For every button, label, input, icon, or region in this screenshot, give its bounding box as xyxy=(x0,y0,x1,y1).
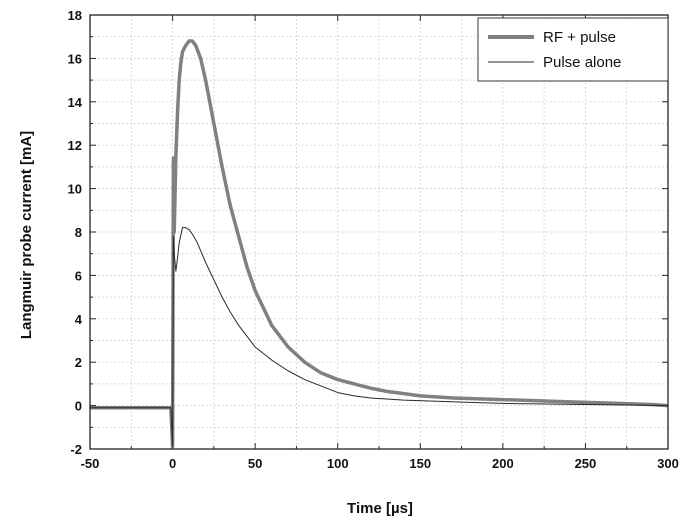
y-tick-label: 12 xyxy=(68,138,82,153)
y-tick-label: 14 xyxy=(68,95,83,110)
x-tick-label: 200 xyxy=(492,456,514,471)
y-tick-label: 0 xyxy=(75,399,82,414)
legend-label-rf-pulse: RF + pulse xyxy=(543,29,616,46)
x-tick-label: 250 xyxy=(575,456,597,471)
y-tick-label: 8 xyxy=(75,225,82,240)
y-axis-title: Langmuir probe current [mA] xyxy=(18,131,35,339)
x-tick-label: 0 xyxy=(169,456,176,471)
x-tick-label: 150 xyxy=(409,456,431,471)
series-line-rf-pulse xyxy=(90,39,669,449)
y-tick-label: 10 xyxy=(68,182,82,197)
plot-frame xyxy=(89,14,669,450)
y-tick-label: 2 xyxy=(75,355,82,370)
grid xyxy=(90,15,668,449)
y-tick-label: 6 xyxy=(75,268,82,283)
x-tick-label: 300 xyxy=(657,456,679,471)
y-tick-labels: -2 0 2 4 6 8 10 12 14 16 18 xyxy=(68,8,83,457)
legend: RF + pulse Pulse alone xyxy=(477,17,669,82)
plot-series xyxy=(90,39,669,449)
x-axis-title: Time [µs] xyxy=(347,500,413,517)
y-tick-label: -2 xyxy=(70,442,82,457)
y-tick-label: 18 xyxy=(68,8,82,23)
y-tick-label: 4 xyxy=(75,312,83,327)
x-tick-label: -50 xyxy=(81,456,100,471)
legend-box xyxy=(477,17,669,82)
legend-label-pulse-alone: Pulse alone xyxy=(543,54,621,71)
y-tick-label: 16 xyxy=(68,51,82,66)
x-tick-label: 100 xyxy=(327,456,349,471)
x-tick-labels: -50 0 50 100 150 200 250 300 xyxy=(81,456,679,471)
x-tick-label: 50 xyxy=(248,456,262,471)
series-line-pulse-alone xyxy=(90,227,669,448)
